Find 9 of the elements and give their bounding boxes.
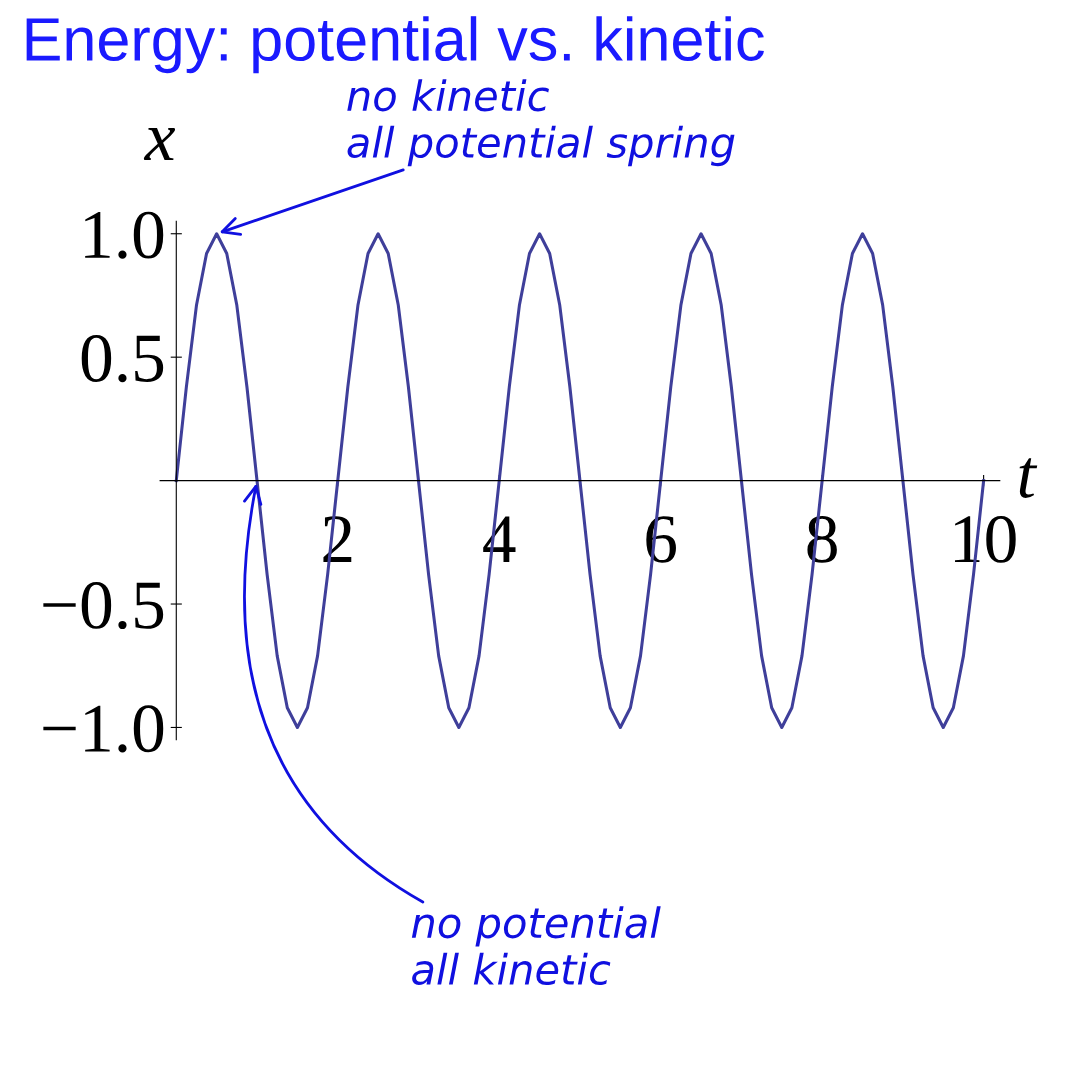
annotation: no potential all kinetic xyxy=(411,906,661,986)
annotation: no kinetic all potential spring xyxy=(347,79,735,167)
y-tick-label: −0.5 xyxy=(43,581,164,630)
x-axis-title: t xyxy=(1019,458,1038,498)
y-tick-label: 0.5 xyxy=(81,335,164,383)
y-tick-label: −1.0 xyxy=(43,705,164,753)
chart-title: Energy: potential vs. kinetic xyxy=(26,16,764,74)
y-tick-label: 1.0 xyxy=(85,211,164,259)
y-axis-title: x xyxy=(143,128,176,160)
